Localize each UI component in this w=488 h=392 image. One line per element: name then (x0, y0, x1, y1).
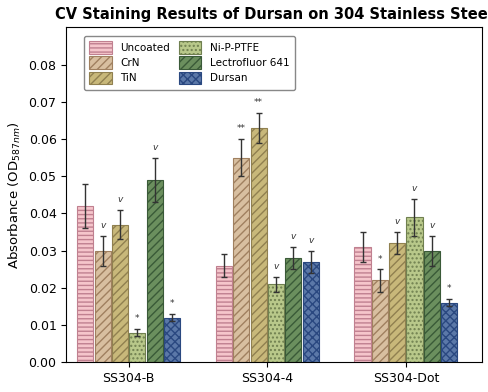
Text: *: * (135, 314, 139, 323)
Bar (112, 225, 128, 362)
Bar (354, 247, 370, 362)
Bar (285, 258, 301, 362)
Text: v: v (100, 221, 105, 230)
Text: v: v (290, 232, 295, 241)
Text: v: v (394, 218, 399, 227)
Bar (423, 250, 439, 362)
Bar (129, 332, 145, 362)
Bar (95, 250, 110, 362)
Title: CV Staining Results of Dursan on 304 Stainless Steel: CV Staining Results of Dursan on 304 Sta… (55, 7, 488, 22)
Legend: Uncoated, CrN, TiN, Ni-P-PTFE, Lectrofluor 641, Dursan: Uncoated, CrN, TiN, Ni-P-PTFE, Lectroflu… (84, 36, 294, 90)
Text: v: v (117, 195, 122, 204)
Bar (371, 280, 387, 362)
Bar (146, 180, 163, 362)
Bar (406, 217, 422, 362)
Bar (163, 318, 180, 362)
Y-axis label: Absorbance (OD$_{587nm}$): Absorbance (OD$_{587nm}$) (7, 121, 23, 269)
Text: **: ** (236, 124, 245, 133)
Bar (267, 284, 284, 362)
Text: **: ** (254, 98, 263, 107)
Text: v: v (273, 262, 278, 271)
Bar (216, 265, 231, 362)
Bar (233, 158, 249, 362)
Bar (302, 262, 318, 362)
Bar (388, 243, 405, 362)
Text: v: v (428, 221, 434, 230)
Text: v: v (411, 184, 416, 193)
Text: *: * (446, 285, 450, 294)
Text: *: * (377, 255, 381, 264)
Text: v: v (152, 143, 157, 152)
Text: v: v (307, 236, 313, 245)
Text: *: * (169, 299, 174, 309)
Bar (250, 128, 266, 362)
Bar (77, 206, 93, 362)
Bar (440, 303, 456, 362)
